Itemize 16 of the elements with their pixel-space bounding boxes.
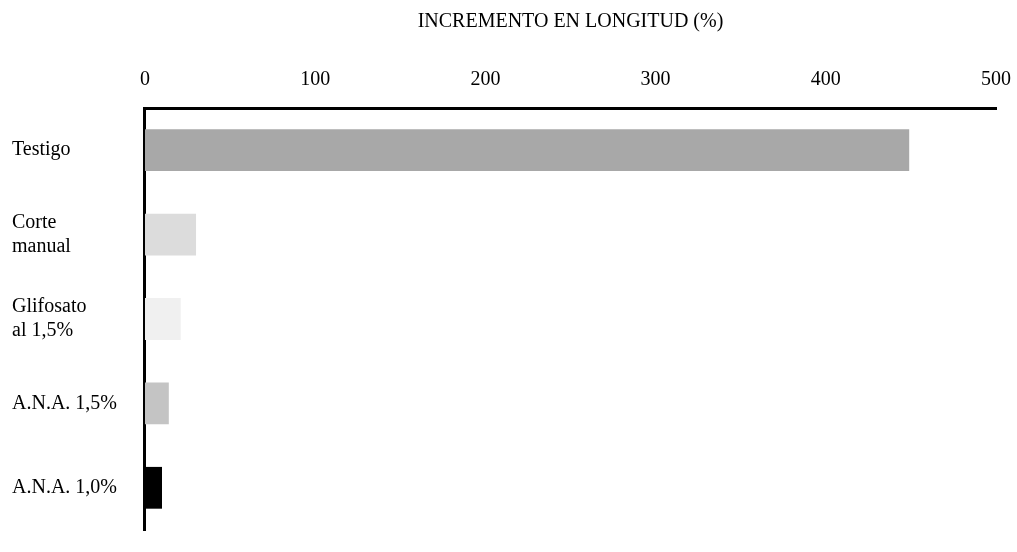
- y-tick-label: A.N.A. 1,5%: [12, 390, 117, 413]
- x-tick-label: 500: [981, 67, 1011, 90]
- bar: [144, 129, 910, 172]
- x-tick-label: 300: [640, 67, 671, 90]
- bar: [144, 213, 197, 256]
- x-axis-title: INCREMENTO EN LONGITUD (%): [417, 9, 724, 33]
- y-tick-label: Corte manual: [12, 209, 72, 256]
- y-tick-label: A.N.A. 1,0%: [12, 475, 117, 498]
- y-tick-label: Testigo: [12, 137, 71, 161]
- x-tick-label: 0: [139, 67, 150, 90]
- y-tick-label: Glifosato al 1,5%: [12, 294, 87, 341]
- x-tick-label: 100: [300, 67, 331, 90]
- bar: [144, 298, 181, 340]
- bar: [144, 382, 169, 425]
- x-tick-label: 400: [810, 67, 841, 90]
- x-tick-label: 200: [470, 67, 501, 90]
